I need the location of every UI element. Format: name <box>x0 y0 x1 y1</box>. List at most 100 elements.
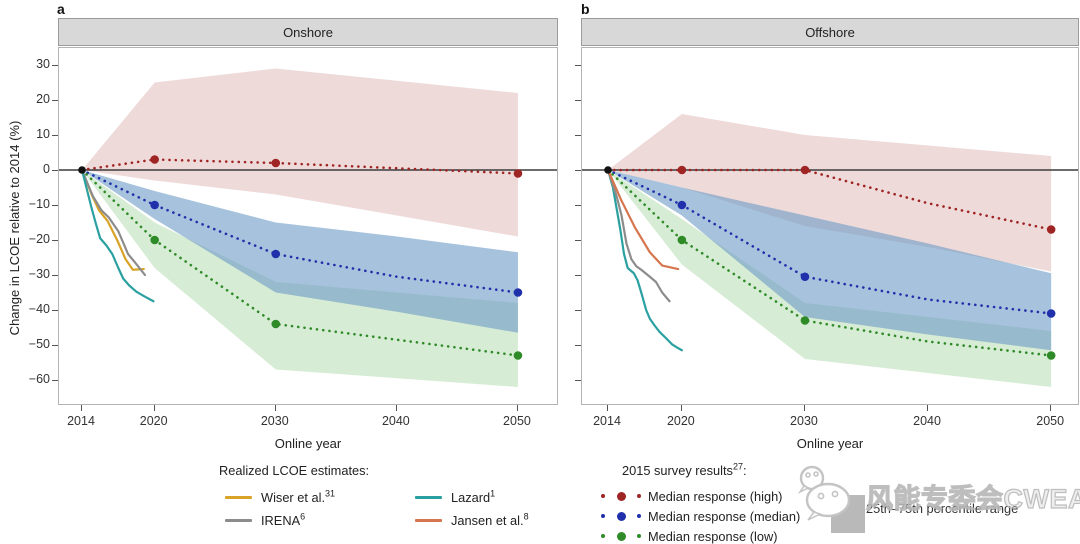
marker-low-2020 <box>150 235 159 245</box>
legend-item-median-median: Median response (median) <box>601 508 800 524</box>
x-tick-label-2020: 2020 <box>139 414 168 428</box>
plot-area-onshore <box>58 47 558 405</box>
y-tick-mark <box>575 64 581 66</box>
realized-line-irena <box>80 168 147 277</box>
marker-high-2030 <box>800 165 810 175</box>
realized-line-lazard <box>606 168 683 352</box>
facet-header-offshore: Offshore <box>581 18 1079 46</box>
legend-item-label: Wiser et al.31 <box>261 488 336 505</box>
x-tick-label-2030: 2030 <box>260 414 289 428</box>
y-tick-mark <box>575 99 581 101</box>
realized-line-irena <box>606 168 671 303</box>
x-tick-mark <box>803 405 805 411</box>
y-tick-mark <box>52 274 58 276</box>
x-tick-label-2014: 2014 <box>67 414 95 428</box>
series-median-dotted-line <box>606 168 1053 315</box>
y-tick-mark <box>52 64 58 66</box>
panel-b-label: b <box>581 1 590 17</box>
jansen-line-swatch <box>415 518 442 522</box>
y-tick-label-30: 30 <box>36 56 50 71</box>
lazard-line-swatch <box>415 495 442 499</box>
x-axis-title-offshore: Online year <box>796 436 864 451</box>
band-median <box>608 170 1052 351</box>
percentile-range-swatch <box>831 495 865 533</box>
onshore-chart <box>59 68 557 387</box>
irena-line-swatch <box>225 518 252 522</box>
y-tick-label-20: 20 <box>36 91 50 106</box>
marker-low-2030 <box>271 319 281 329</box>
legend-item-median-high: Median response (high) <box>601 488 782 504</box>
x-tick-label-2014: 2014 <box>593 414 621 428</box>
legend-item-label: Lazard1 <box>451 488 496 505</box>
marker-low-2030 <box>800 316 810 325</box>
x-axis-title-onshore: Online year <box>274 436 342 451</box>
x-tick-mark <box>607 405 608 411</box>
y-tick-mark <box>52 204 58 206</box>
legend-item-median-low: Median response (low) <box>601 528 777 544</box>
plot-area-offshore <box>581 47 1079 405</box>
marker-median-2020 <box>150 200 159 210</box>
legend-item-jansen: Jansen et al.8 <box>415 512 529 528</box>
marker-median-2030 <box>271 249 281 259</box>
y-tick-label-−40: −40 <box>28 301 50 316</box>
marker-high-2050 <box>1046 225 1056 234</box>
facet-header-onshore: Onshore <box>58 18 558 46</box>
x-tick-mark <box>153 405 155 411</box>
y-tick-label-−20: −20 <box>28 231 50 246</box>
x-tick-mark <box>81 405 82 411</box>
x-tick-label-2050: 2050 <box>1036 414 1065 428</box>
x-tick-label-2040: 2040 <box>381 414 410 428</box>
y-tick-label-0: 0 <box>43 161 50 176</box>
x-tick-label-2020: 2020 <box>666 414 695 428</box>
y-tick-mark <box>52 309 58 311</box>
legend-item-lazard: Lazard1 <box>415 489 495 505</box>
marker-median-2050 <box>513 288 523 297</box>
median-high-swatch <box>601 491 641 501</box>
y-tick-mark <box>575 134 581 136</box>
median-median-swatch <box>601 511 641 521</box>
x-tick-mark <box>395 405 397 411</box>
y-tick-mark <box>52 169 58 171</box>
x-tick-mark <box>516 405 518 411</box>
x-tick-mark <box>680 405 682 411</box>
legend-item-label: Median response (low) <box>648 528 778 544</box>
y-tick-mark <box>575 379 581 381</box>
marker-low-2050 <box>1046 351 1056 360</box>
band-high <box>82 68 518 237</box>
marker-low-2020 <box>677 235 687 245</box>
legend-survey-title: 2015 survey results27: <box>622 461 747 478</box>
y-tick-mark <box>575 204 581 206</box>
marker-low-2050 <box>513 351 523 360</box>
y-tick-label-−60: −60 <box>28 371 50 386</box>
marker-high-2020 <box>150 155 159 164</box>
band-high <box>608 114 1052 272</box>
marker-median-2030 <box>800 272 810 282</box>
x-tick-label-2050: 2050 <box>503 414 531 428</box>
y-tick-mark <box>52 239 58 241</box>
origin-dot <box>604 166 612 174</box>
marker-median-2020 <box>677 200 687 210</box>
legend-item-label: IRENA6 <box>261 511 306 528</box>
panel-a-label: a <box>57 1 65 17</box>
realized-line-jansen <box>606 168 680 271</box>
y-tick-label-−10: −10 <box>28 196 50 211</box>
marker-median-2050 <box>1046 309 1056 318</box>
y-tick-mark <box>575 344 581 346</box>
x-tick-label-2040: 2040 <box>913 414 941 428</box>
y-tick-mark <box>575 309 581 311</box>
legend-item-irena: IRENA6 <box>225 512 305 528</box>
legend-realized-title: Realized LCOE estimates: <box>219 463 370 478</box>
realized-line-lazard <box>80 168 155 303</box>
marker-high-2030 <box>271 158 281 168</box>
x-tick-mark <box>927 405 929 411</box>
x-tick-mark <box>274 405 276 411</box>
marker-high-2020 <box>677 165 687 175</box>
marker-high-2050 <box>513 169 523 178</box>
y-tick-label-10: 10 <box>36 126 50 141</box>
legend-item-label: Median response (high) <box>648 488 783 504</box>
y-tick-mark <box>52 379 58 381</box>
y-tick-mark <box>575 169 581 171</box>
offshore-chart <box>582 114 1078 387</box>
median-low-swatch <box>601 531 641 541</box>
band-low <box>82 170 518 387</box>
